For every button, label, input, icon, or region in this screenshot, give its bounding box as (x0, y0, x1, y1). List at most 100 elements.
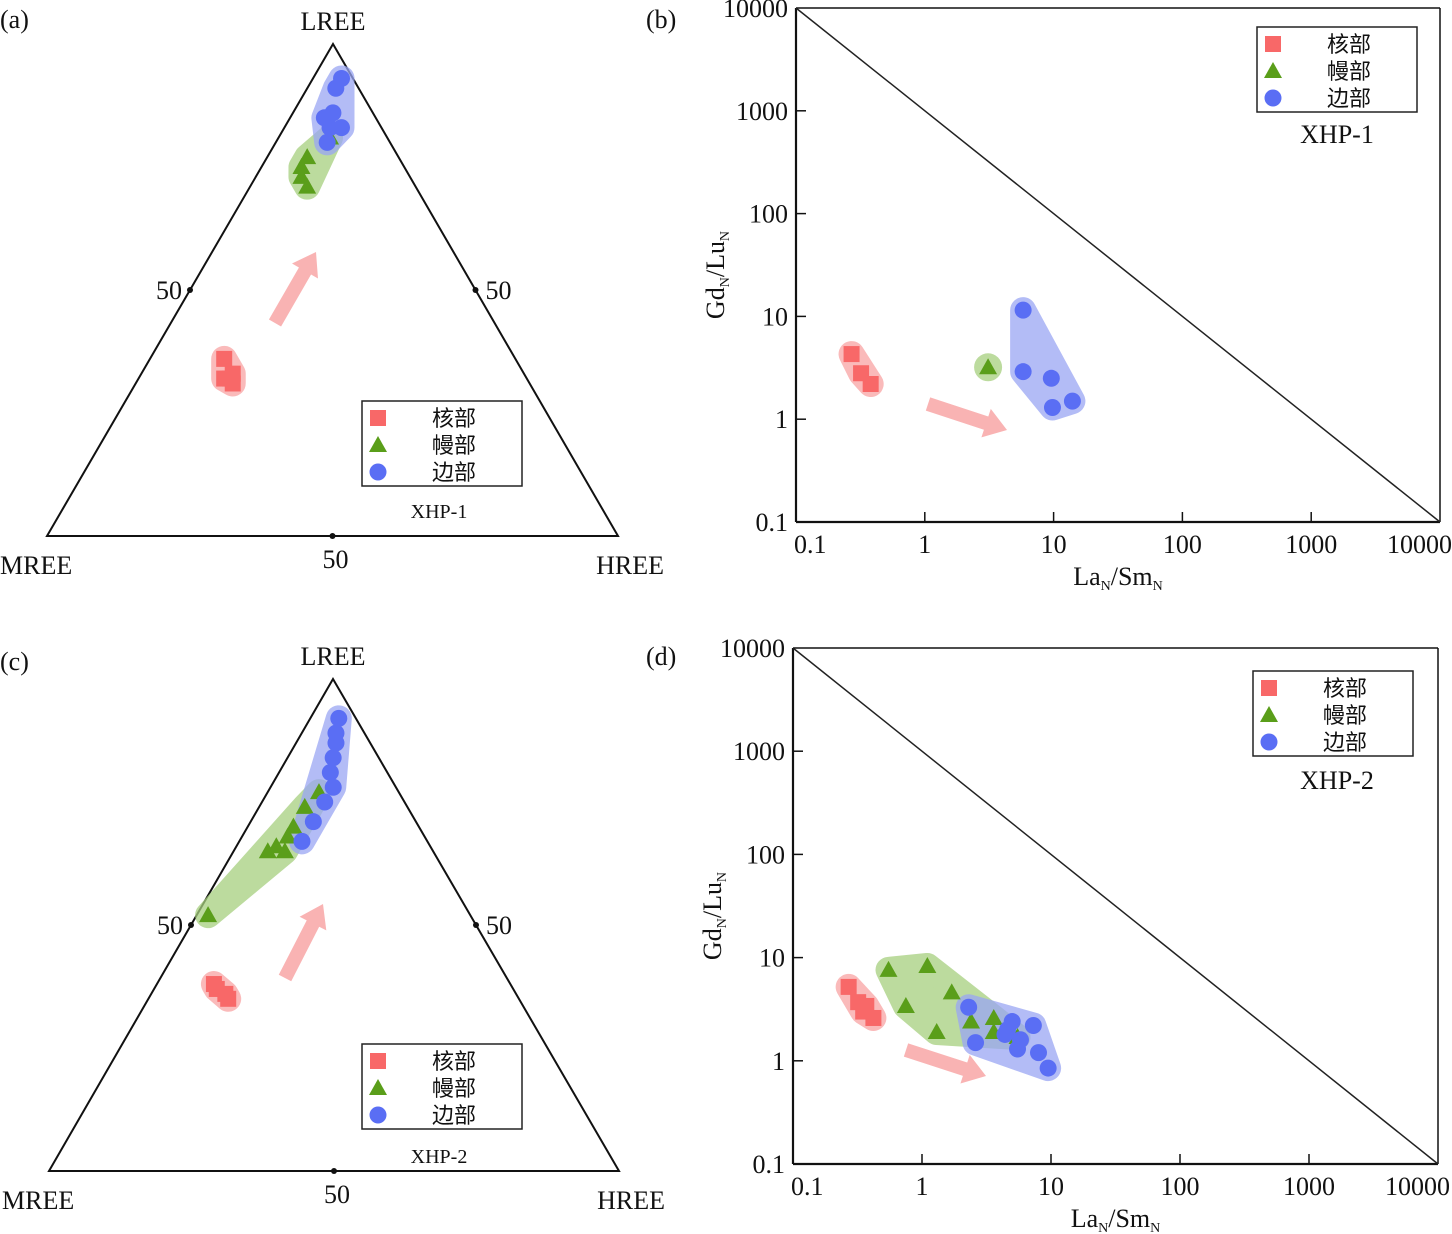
data-point (1039, 1059, 1057, 1077)
data-point (293, 832, 311, 850)
x-tick-label: 0.1 (791, 1172, 824, 1201)
panel-label: (c) (0, 647, 29, 676)
tick-label: 50 (156, 276, 182, 305)
data-point (275, 842, 294, 859)
data-point (220, 990, 237, 1007)
legend-marker-circle (369, 463, 387, 481)
sample-label: XHP-1 (1300, 120, 1374, 149)
data-point (304, 813, 322, 831)
trend-arrow (925, 397, 1007, 438)
legend-marker-square (370, 410, 386, 426)
data-point (1043, 398, 1061, 416)
vertex-label-top: LREE (301, 7, 366, 36)
data-point (927, 1023, 946, 1040)
legend-label: 核部 (1323, 676, 1367, 701)
legend-marker-square (370, 1053, 386, 1069)
x-tick-label: 1 (918, 530, 931, 559)
y-tick-label: 10000 (720, 634, 785, 663)
legend-item-mantle: 幔部 (1260, 703, 1367, 728)
legend-marker-square (1261, 680, 1277, 696)
legend-label: 幔部 (432, 1076, 476, 1101)
legend-item-rim: 边部 (1260, 730, 1367, 755)
data-point (295, 797, 314, 814)
y-tick-label: 0.1 (753, 1150, 786, 1179)
vertex-label-top: LREE (301, 642, 366, 671)
legend-label: 核部 (432, 406, 476, 431)
data-point (316, 793, 334, 811)
series-mantle (979, 358, 998, 375)
data-point (318, 133, 336, 151)
reference-line (795, 7, 1441, 523)
trend-arrow (278, 904, 327, 982)
data-point (843, 346, 860, 363)
data-point (840, 978, 857, 995)
legend-marker-triangle (369, 1079, 387, 1095)
tick-label: 50 (323, 545, 349, 574)
reference-line (792, 647, 1439, 1165)
x-tick-label: 10 (1038, 1172, 1064, 1201)
tick-dot (188, 922, 194, 928)
legend-label: 边部 (432, 460, 476, 485)
tick-dot (329, 533, 336, 539)
data-point (1024, 1016, 1042, 1034)
legend-box (1252, 670, 1414, 757)
tick-label: 50 (486, 911, 512, 940)
data-point (324, 778, 342, 796)
data-point (324, 749, 342, 767)
vertex-label-right: HREE (597, 1186, 665, 1215)
data-point (258, 842, 277, 859)
tick-dot (331, 1168, 337, 1174)
y-axis-label: GdN/LuN (701, 231, 733, 319)
vertex-label-right: HREE (596, 551, 664, 580)
legend-item-core: 核部 (370, 406, 476, 431)
legend-marker-triangle (1260, 706, 1278, 722)
envelope-rim (1010, 297, 1086, 421)
x-axis-label: LaN/SmN (1071, 1204, 1161, 1234)
legend-item-core: 核部 (1265, 32, 1371, 57)
panel-label: (b) (646, 5, 676, 34)
data-point (315, 109, 333, 127)
x-tick-label: 10000 (1387, 530, 1452, 559)
data-point (267, 837, 286, 854)
data-point (942, 983, 961, 1000)
legend-box (1256, 26, 1418, 113)
y-tick-label: 1000 (733, 737, 785, 766)
series-rim (293, 709, 348, 850)
y-tick-label: 100 (749, 200, 788, 229)
data-point (330, 709, 348, 727)
data-point (960, 998, 978, 1016)
legend-box (361, 1043, 523, 1130)
legend-label: 边部 (432, 1103, 476, 1128)
legend-label: 核部 (432, 1049, 476, 1074)
data-point (278, 827, 297, 844)
data-point (321, 763, 339, 781)
legend-item-mantle: 幔部 (369, 1076, 476, 1101)
data-point (862, 375, 879, 392)
legend-label: 边部 (1323, 730, 1367, 755)
legend-box (361, 400, 523, 487)
y-tick-label: 100 (746, 840, 785, 869)
data-point (967, 1034, 985, 1052)
tick-dot (472, 287, 479, 293)
data-point (996, 1025, 1014, 1043)
legend-label: 幔部 (1323, 703, 1367, 728)
legend-marker-triangle (1264, 62, 1282, 78)
legend-label: 边部 (1327, 86, 1371, 111)
series-mantle (199, 783, 328, 923)
data-point (216, 350, 233, 367)
data-point (865, 1009, 882, 1026)
data-point (333, 69, 351, 87)
vertex-label-left: MREE (0, 551, 72, 580)
data-point (984, 1008, 1003, 1025)
legend-marker-square (1265, 36, 1281, 52)
legend-marker-circle (1260, 733, 1278, 751)
x-tick-label: 1000 (1285, 530, 1337, 559)
data-point (918, 956, 937, 973)
panel-label: (a) (0, 5, 29, 34)
data-point (224, 365, 241, 382)
y-tick-label: 10 (762, 302, 788, 331)
x-tick-label: 10 (1041, 530, 1067, 559)
data-point (879, 960, 898, 977)
